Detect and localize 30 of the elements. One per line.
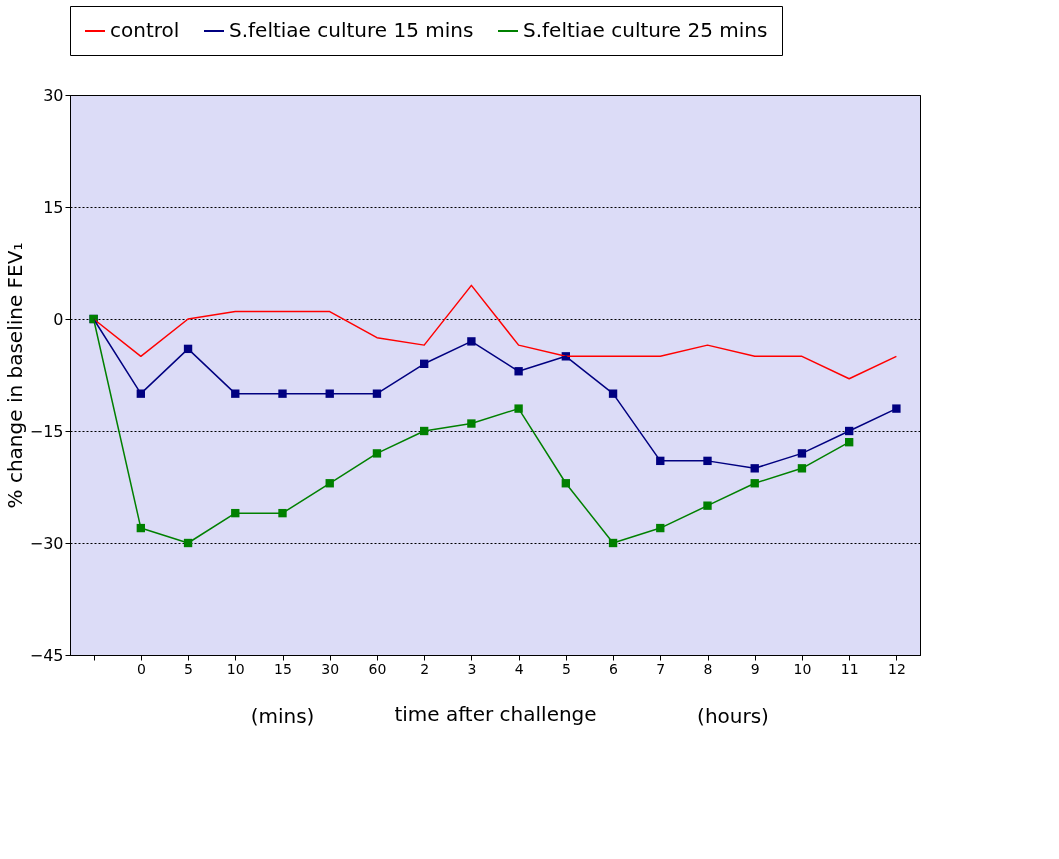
x-tick-label: 10 [226,660,245,677]
legend-label: S.feltiae culture 25 mins [523,18,768,42]
x-tick-label: 3 [467,660,477,677]
text: (hours) [697,704,769,728]
x-tick-label: 15 [274,660,292,677]
x-tick-label: 4 [514,660,524,677]
x-tick-label: 7 [656,660,666,677]
x-tick-label: 12 [887,660,906,677]
x-tick-label: 10 [793,660,812,677]
x-tick-label: 2 [420,660,430,677]
x-tick-label: 5 [184,660,194,677]
x-tick-label: 5 [561,660,571,677]
x-tick-label: 0 [136,660,146,677]
legend-label: control [110,18,180,42]
legend-label: S.feltiae culture 15 mins [229,18,474,42]
x-tick-label: 8 [703,660,713,677]
text: (mins) [250,704,315,728]
x-axis-title: time after challenge [394,701,597,726]
x-tick-label: 11 [840,660,859,677]
y-tick-label: 15 [43,197,64,217]
y-tick-label: 0 [53,309,64,329]
x-tick-label: 9 [750,660,760,677]
y-tick-label: −45 [29,645,64,665]
y-tick-label: 30 [43,85,64,105]
y-tick-label: −15 [29,421,64,441]
x-tick-label: 60 [368,660,387,677]
x-tick-label: 6 [609,660,619,677]
y-axis-title: % change in baseline FEV₁ [2,242,27,509]
x-tick-label: 30 [321,660,340,677]
y-tick-label: −30 [29,533,64,553]
